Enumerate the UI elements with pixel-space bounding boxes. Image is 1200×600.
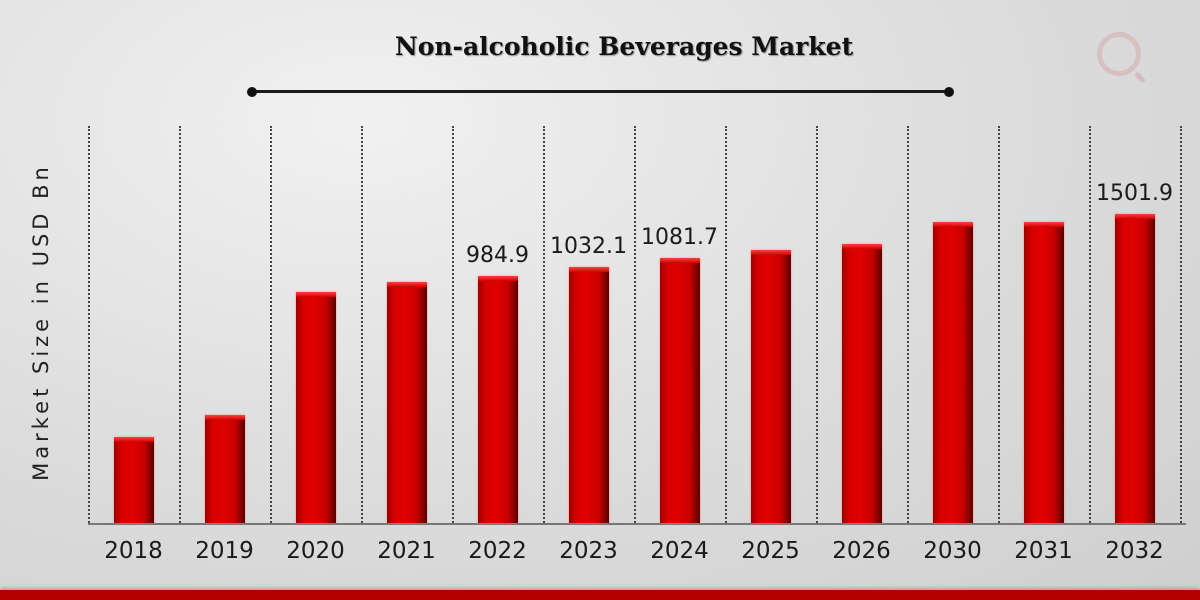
bar-group-2032: 1501.9 — [1089, 126, 1180, 523]
bar-2026 — [841, 244, 882, 523]
footer-accent-bar — [0, 590, 1200, 600]
grid-separator — [88, 126, 90, 523]
x-tick-label-2025: 2025 — [741, 538, 800, 564]
x-tick-label-2020: 2020 — [286, 538, 345, 564]
bar-2025 — [750, 250, 791, 523]
bar-2021 — [386, 282, 427, 523]
grid-separator — [816, 126, 818, 523]
x-tick-label-2024: 2024 — [650, 538, 709, 564]
grid-separator — [543, 126, 545, 523]
bar-2030 — [932, 222, 973, 523]
x-tick-label-2031: 2031 — [1014, 538, 1073, 564]
bar-group-2031 — [998, 126, 1089, 523]
bar-group-2019 — [179, 126, 270, 523]
grid-separator — [725, 126, 727, 523]
bar-group-2018 — [88, 126, 179, 523]
bar-group-2023: 1032.1 — [543, 126, 634, 523]
grid-separator — [1180, 126, 1182, 523]
x-tick-label-2021: 2021 — [377, 538, 436, 564]
grid-separator — [634, 126, 636, 523]
grid-separator — [907, 126, 909, 523]
x-tick-label-2023: 2023 — [559, 538, 618, 564]
bar-group-2022: 984.9 — [452, 126, 543, 523]
bar-group-2025 — [725, 126, 816, 523]
bar-2022 — [477, 276, 518, 523]
x-tick-label-2018: 2018 — [104, 538, 163, 564]
chart-title: Non-alcoholic Beverages Market — [394, 32, 854, 61]
bar-group-2024: 1081.7 — [634, 126, 725, 523]
x-tick-label-2030: 2030 — [923, 538, 982, 564]
bar-2020 — [295, 292, 336, 523]
bar-group-2026 — [816, 126, 907, 523]
bar-2032 — [1114, 214, 1155, 523]
bar-group-2020 — [270, 126, 361, 523]
grid-separator — [998, 126, 1000, 523]
x-tick-label-2019: 2019 — [195, 538, 254, 564]
bar-group-2021 — [361, 126, 452, 523]
bar-2031 — [1023, 222, 1064, 523]
bar-2023 — [568, 267, 609, 523]
grid-separator — [452, 126, 454, 523]
x-tick-label-2032: 2032 — [1105, 538, 1164, 564]
title-underline-divider — [247, 86, 954, 97]
bar-2019 — [204, 415, 245, 523]
market-research-logo-icon — [1097, 32, 1141, 76]
bar-group-2030 — [907, 126, 998, 523]
x-tick-label-2026: 2026 — [832, 538, 891, 564]
grid-separator — [1089, 126, 1091, 523]
y-axis-label: Market Size in USD Bn — [29, 163, 53, 481]
bar-2024 — [659, 258, 700, 523]
grid-separator — [361, 126, 363, 523]
bar-2018 — [113, 437, 154, 523]
grid-separator — [179, 126, 181, 523]
x-tick-label-2022: 2022 — [468, 538, 527, 564]
value-label-2022: 984.9 — [466, 243, 529, 268]
grid-separator — [270, 126, 272, 523]
value-label-2024: 1081.7 — [641, 225, 718, 250]
plot-area: 984.9 1032.1 1081.7 1501.9 — [88, 126, 1186, 525]
value-label-2032: 1501.9 — [1096, 181, 1173, 206]
value-label-2023: 1032.1 — [550, 234, 627, 259]
